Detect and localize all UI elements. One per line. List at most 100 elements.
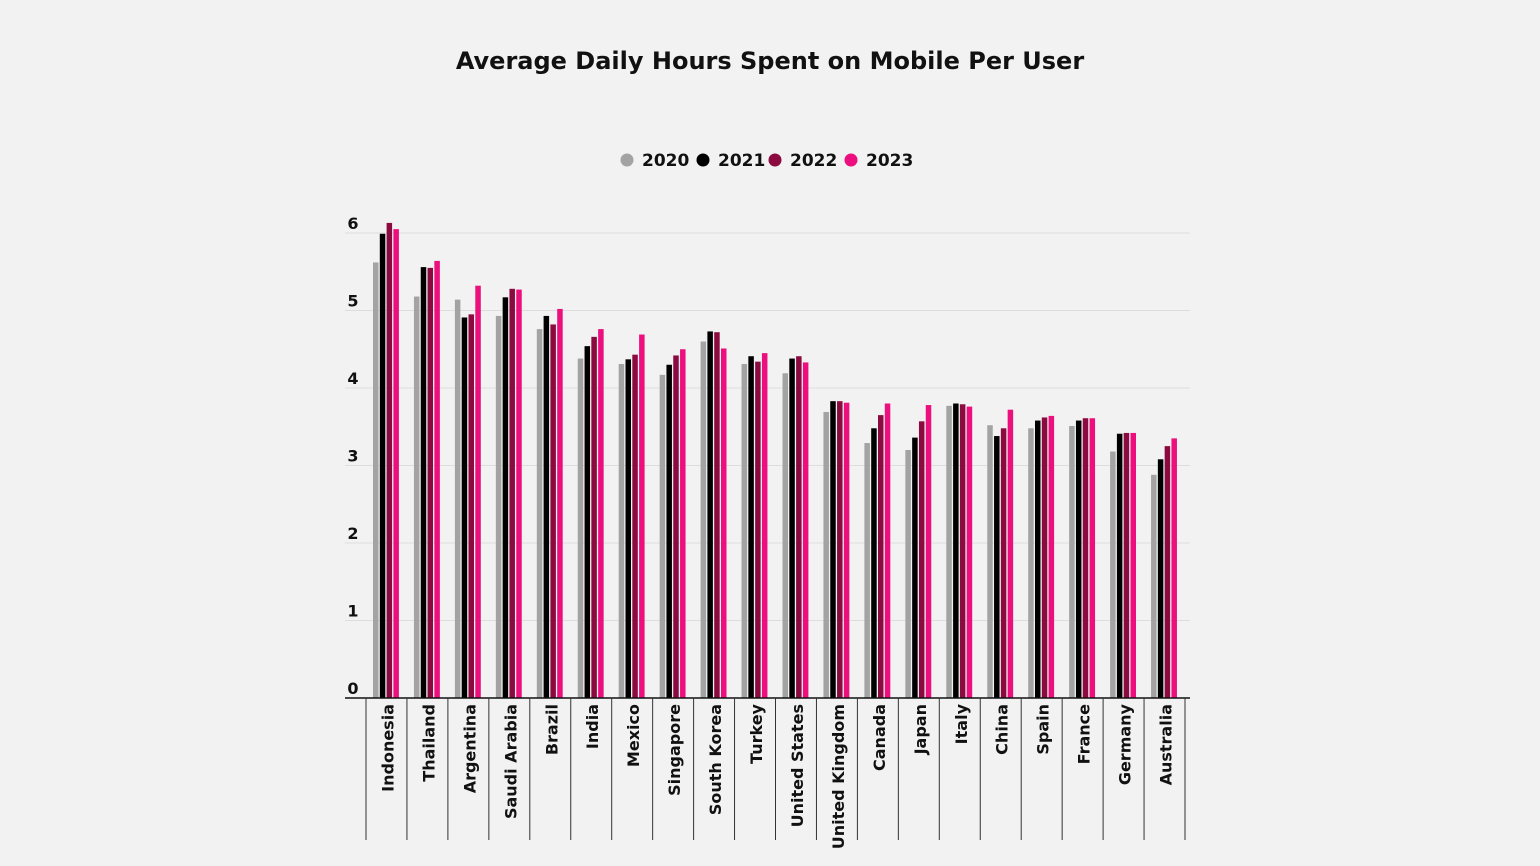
bar-group-singapore (659, 349, 686, 698)
bar-france-2023 (1089, 418, 1096, 698)
bar-argentina-2021 (461, 317, 468, 698)
bar-group-united-states (782, 356, 809, 698)
bar-united-states-2022 (796, 356, 802, 698)
bar-japan-2020 (905, 450, 911, 698)
bar-thailand-2020 (413, 296, 420, 698)
y-tick-label: 1 (347, 602, 358, 621)
bar-france-2020 (1069, 425, 1075, 698)
bar-indonesia-2020 (373, 262, 379, 698)
bar-turkey-2020 (741, 363, 748, 698)
x-tick-label-brazil: Brazil (542, 704, 561, 755)
bar-united-kingdom-2022 (837, 401, 843, 698)
bar-group-india (577, 329, 604, 698)
x-tick-label-singapore: Singapore (665, 704, 684, 796)
bar-india-2023 (598, 329, 604, 698)
y-tick-label: 3 (347, 447, 358, 466)
bar-germany-2023 (1130, 432, 1136, 698)
bars (373, 222, 1177, 699)
bar-argentina-2023 (475, 285, 481, 698)
legend-item-2020: 2020 (620, 151, 689, 171)
bar-united-states-2023 (802, 362, 809, 698)
x-tick-label-italy: Italy (952, 703, 971, 744)
bar-group-japan (905, 405, 932, 698)
legend-swatch (844, 153, 858, 167)
bar-france-2022 (1082, 418, 1089, 698)
bar-spain-2023 (1048, 415, 1055, 698)
legend-label: 2021 (718, 151, 765, 171)
bar-italy-2022 (959, 404, 966, 698)
bar-group-indonesia (373, 222, 399, 699)
x-tick-label-france: France (1075, 704, 1094, 764)
bar-saudi-arabia-2020 (495, 315, 502, 698)
bar-group-saudi-arabia (495, 288, 522, 698)
legend-item-2023: 2023 (844, 151, 913, 171)
bar-group-spain (1028, 415, 1055, 698)
bar-australia-2023 (1171, 438, 1177, 698)
legend: 2020 2021 2022 2023 (620, 151, 913, 171)
bar-france-2021 (1075, 420, 1082, 698)
bar-indonesia-2021 (379, 233, 386, 698)
bar-canada-2021 (871, 428, 877, 698)
legend-item-2022: 2022 (768, 151, 837, 171)
x-tick-label-thailand: Thailand (419, 704, 438, 782)
x-tick-label-india: India (583, 704, 602, 749)
x-tick-label-argentina: Argentina (460, 704, 479, 793)
bar-south-korea-2023 (721, 348, 727, 698)
y-axis: 0 1 2 3 4 5 6 (347, 214, 358, 698)
bar-mexico-2022 (632, 354, 638, 698)
bar-australia-2020 (1151, 474, 1157, 698)
legend-label: 2020 (642, 151, 689, 171)
bar-mexico-2023 (639, 334, 645, 698)
bar-south-korea-2021 (707, 331, 713, 698)
bar-mexico-2020 (618, 363, 625, 698)
bar-group-argentina (454, 285, 481, 698)
bar-group-canada (864, 403, 891, 698)
bar-india-2021 (584, 346, 591, 698)
bar-brazil-2022 (550, 324, 556, 698)
chart-title: Average Daily Hours Spent on Mobile Per … (456, 47, 1085, 75)
bar-india-2022 (591, 336, 597, 698)
y-tick-label: 0 (347, 679, 358, 698)
bar-spain-2021 (1035, 420, 1041, 698)
x-tick-label-united-states: United States (788, 704, 807, 827)
bar-turkey-2022 (755, 361, 761, 698)
bar-south-korea-2022 (714, 332, 720, 698)
bar-thailand-2022 (427, 267, 434, 698)
bar-germany-2021 (1116, 433, 1123, 698)
bar-mexico-2021 (625, 359, 631, 698)
bar-group-mexico (618, 334, 645, 698)
y-tick-label: 2 (347, 524, 358, 543)
bar-japan-2021 (912, 437, 918, 698)
bar-india-2020 (577, 358, 584, 698)
bar-indonesia-2022 (386, 222, 393, 699)
x-tick-label-japan: Japan (911, 704, 930, 755)
bar-united-kingdom-2023 (843, 402, 850, 698)
bar-singapore-2023 (680, 349, 686, 698)
bar-south-korea-2020 (700, 341, 707, 698)
bar-brazil-2023 (557, 308, 563, 698)
legend-swatch (696, 153, 710, 167)
bar-canada-2022 (878, 415, 884, 698)
y-tick-label: 6 (347, 214, 358, 233)
x-tick-label-mexico: Mexico (624, 704, 643, 767)
bar-china-2022 (1000, 428, 1007, 698)
bar-spain-2020 (1028, 428, 1034, 698)
bar-united-kingdom-2020 (823, 412, 829, 698)
bar-indonesia-2023 (393, 229, 399, 698)
x-tick-label-turkey: Turkey (747, 703, 766, 764)
bar-argentina-2022 (468, 314, 474, 698)
bar-germany-2022 (1123, 432, 1130, 698)
bar-canada-2020 (864, 443, 870, 698)
bar-italy-2020 (946, 405, 952, 698)
bar-brazil-2021 (543, 315, 550, 698)
x-axis: Indonesia Thailand Argentina Saudi Arabia Br… (345, 697, 1190, 849)
bar-saudi-arabia-2023 (516, 289, 522, 698)
bar-china-2020 (987, 425, 993, 698)
legend-swatch (768, 153, 782, 167)
legend-label: 2022 (790, 151, 837, 171)
bar-thailand-2021 (420, 267, 427, 698)
x-tick-label-germany: Germany (1116, 703, 1135, 785)
y-tick-label: 4 (347, 369, 358, 388)
bar-argentina-2020 (454, 299, 461, 698)
